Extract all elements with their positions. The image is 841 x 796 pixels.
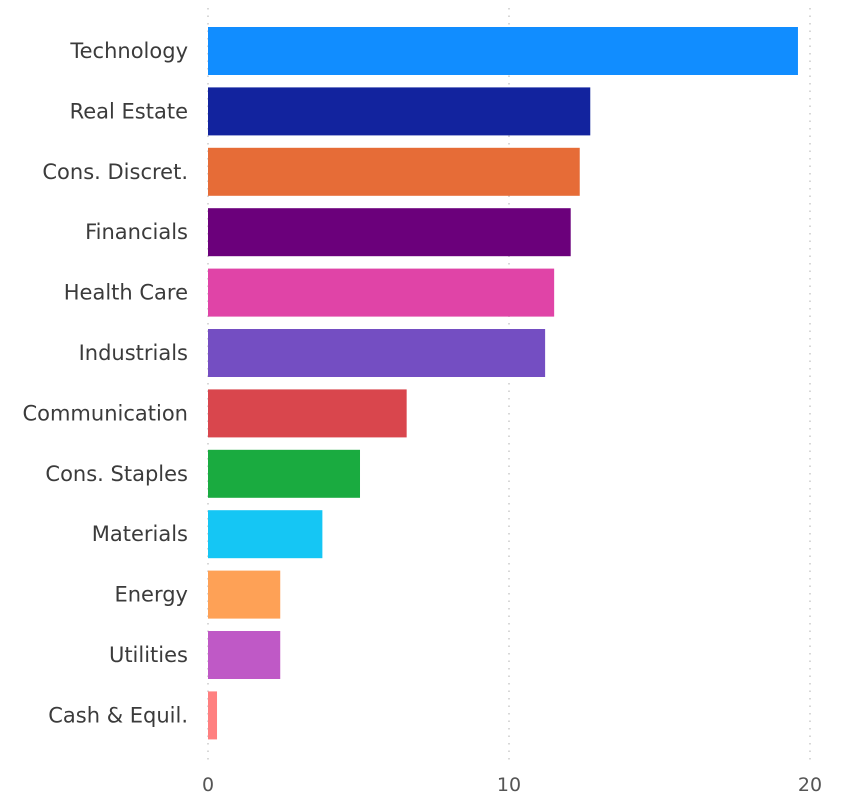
x-tick-label: 20 <box>798 774 822 796</box>
bar-health-care[interactable] <box>208 268 555 317</box>
category-label: Materials <box>92 522 188 546</box>
bar-cons-discret[interactable] <box>208 147 580 196</box>
bar-technology[interactable] <box>208 27 798 75</box>
bar-cons-staples[interactable] <box>208 449 361 498</box>
bar-materials[interactable] <box>208 510 323 559</box>
category-label: Cash & Equil. <box>48 703 188 727</box>
bar-utilities[interactable] <box>208 631 281 679</box>
bar-cash-equil[interactable] <box>208 691 218 740</box>
bar-communication[interactable] <box>208 389 407 438</box>
bars <box>208 27 798 740</box>
bar-financials[interactable] <box>208 208 571 257</box>
x-tick-label: 0 <box>202 774 214 796</box>
category-label: Health Care <box>64 281 188 305</box>
category-label: Communication <box>22 401 188 425</box>
category-label: Real Estate <box>70 99 188 123</box>
x-axis-ticks: 0 10 20 <box>202 774 822 796</box>
category-label: Industrials <box>79 341 188 365</box>
category-label: Technology <box>69 39 188 63</box>
bar-real-estate[interactable] <box>208 87 591 136</box>
category-label: Cons. Staples <box>45 462 188 486</box>
category-label: Utilities <box>109 643 188 667</box>
category-label: Financials <box>85 220 188 244</box>
category-label: Cons. Discret. <box>42 160 188 184</box>
category-label: Energy <box>114 583 188 607</box>
category-labels: Technology Real Estate Cons. Discret. Finan… <box>22 39 188 727</box>
gridlines <box>207 8 811 760</box>
bar-energy[interactable] <box>208 570 281 619</box>
x-tick-label: 10 <box>497 774 521 796</box>
bar-industrials[interactable] <box>208 329 546 377</box>
